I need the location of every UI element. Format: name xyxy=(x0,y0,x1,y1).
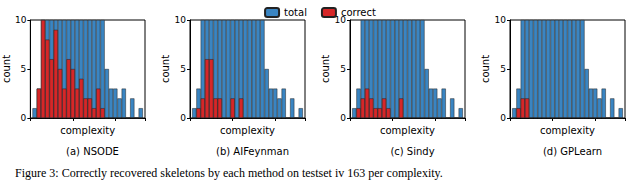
svg-text:(c) Sindy: (c) Sindy xyxy=(390,146,434,157)
svg-text:0: 0 xyxy=(340,113,346,123)
svg-text:complexity: complexity xyxy=(540,125,595,136)
svg-text:(d) GPLearn: (d) GPLearn xyxy=(543,146,602,157)
svg-text:5: 5 xyxy=(340,64,346,74)
svg-text:correct: correct xyxy=(341,7,376,18)
svg-text:10: 10 xyxy=(175,15,187,25)
svg-text:0: 0 xyxy=(500,113,506,123)
svg-text:count: count xyxy=(480,55,491,83)
svg-text:10: 10 xyxy=(495,15,507,25)
svg-text:5: 5 xyxy=(180,64,186,74)
svg-text:complexity: complexity xyxy=(60,125,115,136)
svg-text:10: 10 xyxy=(15,15,27,25)
svg-text:count: count xyxy=(320,55,331,83)
svg-text:0: 0 xyxy=(21,113,27,123)
svg-text:Figure 3: Correctly recovered: Figure 3: Correctly recovered skeletons … xyxy=(15,166,443,180)
svg-text:(b) AIFeynman: (b) AIFeynman xyxy=(216,146,289,157)
svg-text:total: total xyxy=(284,7,307,18)
svg-text:count: count xyxy=(1,55,12,83)
svg-text:(a) NSODE: (a) NSODE xyxy=(66,146,119,157)
svg-text:5: 5 xyxy=(21,64,27,74)
svg-text:0: 0 xyxy=(180,113,186,123)
svg-text:10: 10 xyxy=(334,15,346,25)
svg-text:complexity: complexity xyxy=(220,125,275,136)
svg-text:complexity: complexity xyxy=(380,125,435,136)
svg-text:count: count xyxy=(160,55,171,83)
svg-text:5: 5 xyxy=(500,64,506,74)
